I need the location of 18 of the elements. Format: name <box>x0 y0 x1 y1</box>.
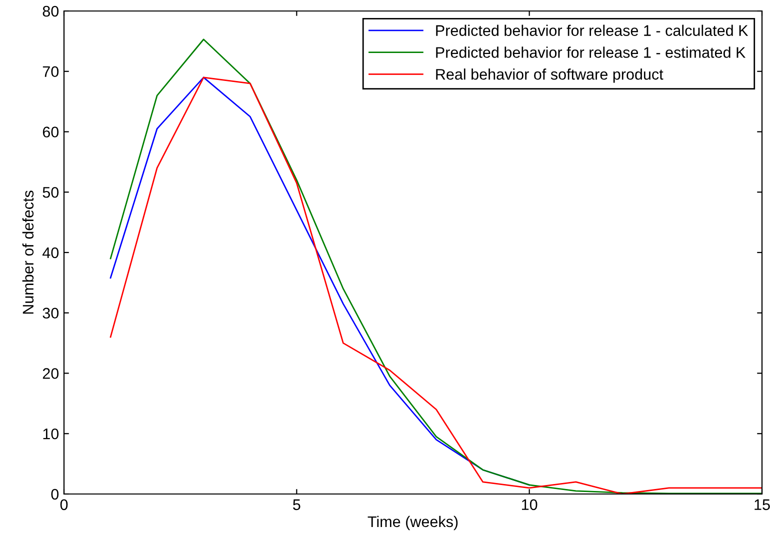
y-axis-title: Number of defects <box>22 190 34 314</box>
y-tick-label: 40 <box>42 247 59 258</box>
legend-label: Predicted behavior for release 1 - calculated K <box>436 24 748 36</box>
y-tick-label: 10 <box>43 428 59 440</box>
x-tick-label: 5 <box>293 499 300 510</box>
y-tick-label: 30 <box>42 308 59 319</box>
y-tick-label: 20 <box>42 368 59 379</box>
y-tick-label: 50 <box>42 186 59 198</box>
x-tick-label: 15 <box>754 499 770 510</box>
legend-label: Real behavior of software product <box>436 68 664 83</box>
legend-label: Predicted behavior for release 1 - estimated K <box>436 46 746 58</box>
y-tick-label: 70 <box>42 66 59 78</box>
x-axis-title: Time (weeks) <box>368 516 458 530</box>
y-tick-label: 80 <box>42 6 59 17</box>
x-tick-label: 10 <box>522 499 538 510</box>
y-tick-label: 60 <box>42 126 59 138</box>
y-tick-label: 0 <box>51 488 59 500</box>
x-tick-label: 0 <box>60 499 68 510</box>
